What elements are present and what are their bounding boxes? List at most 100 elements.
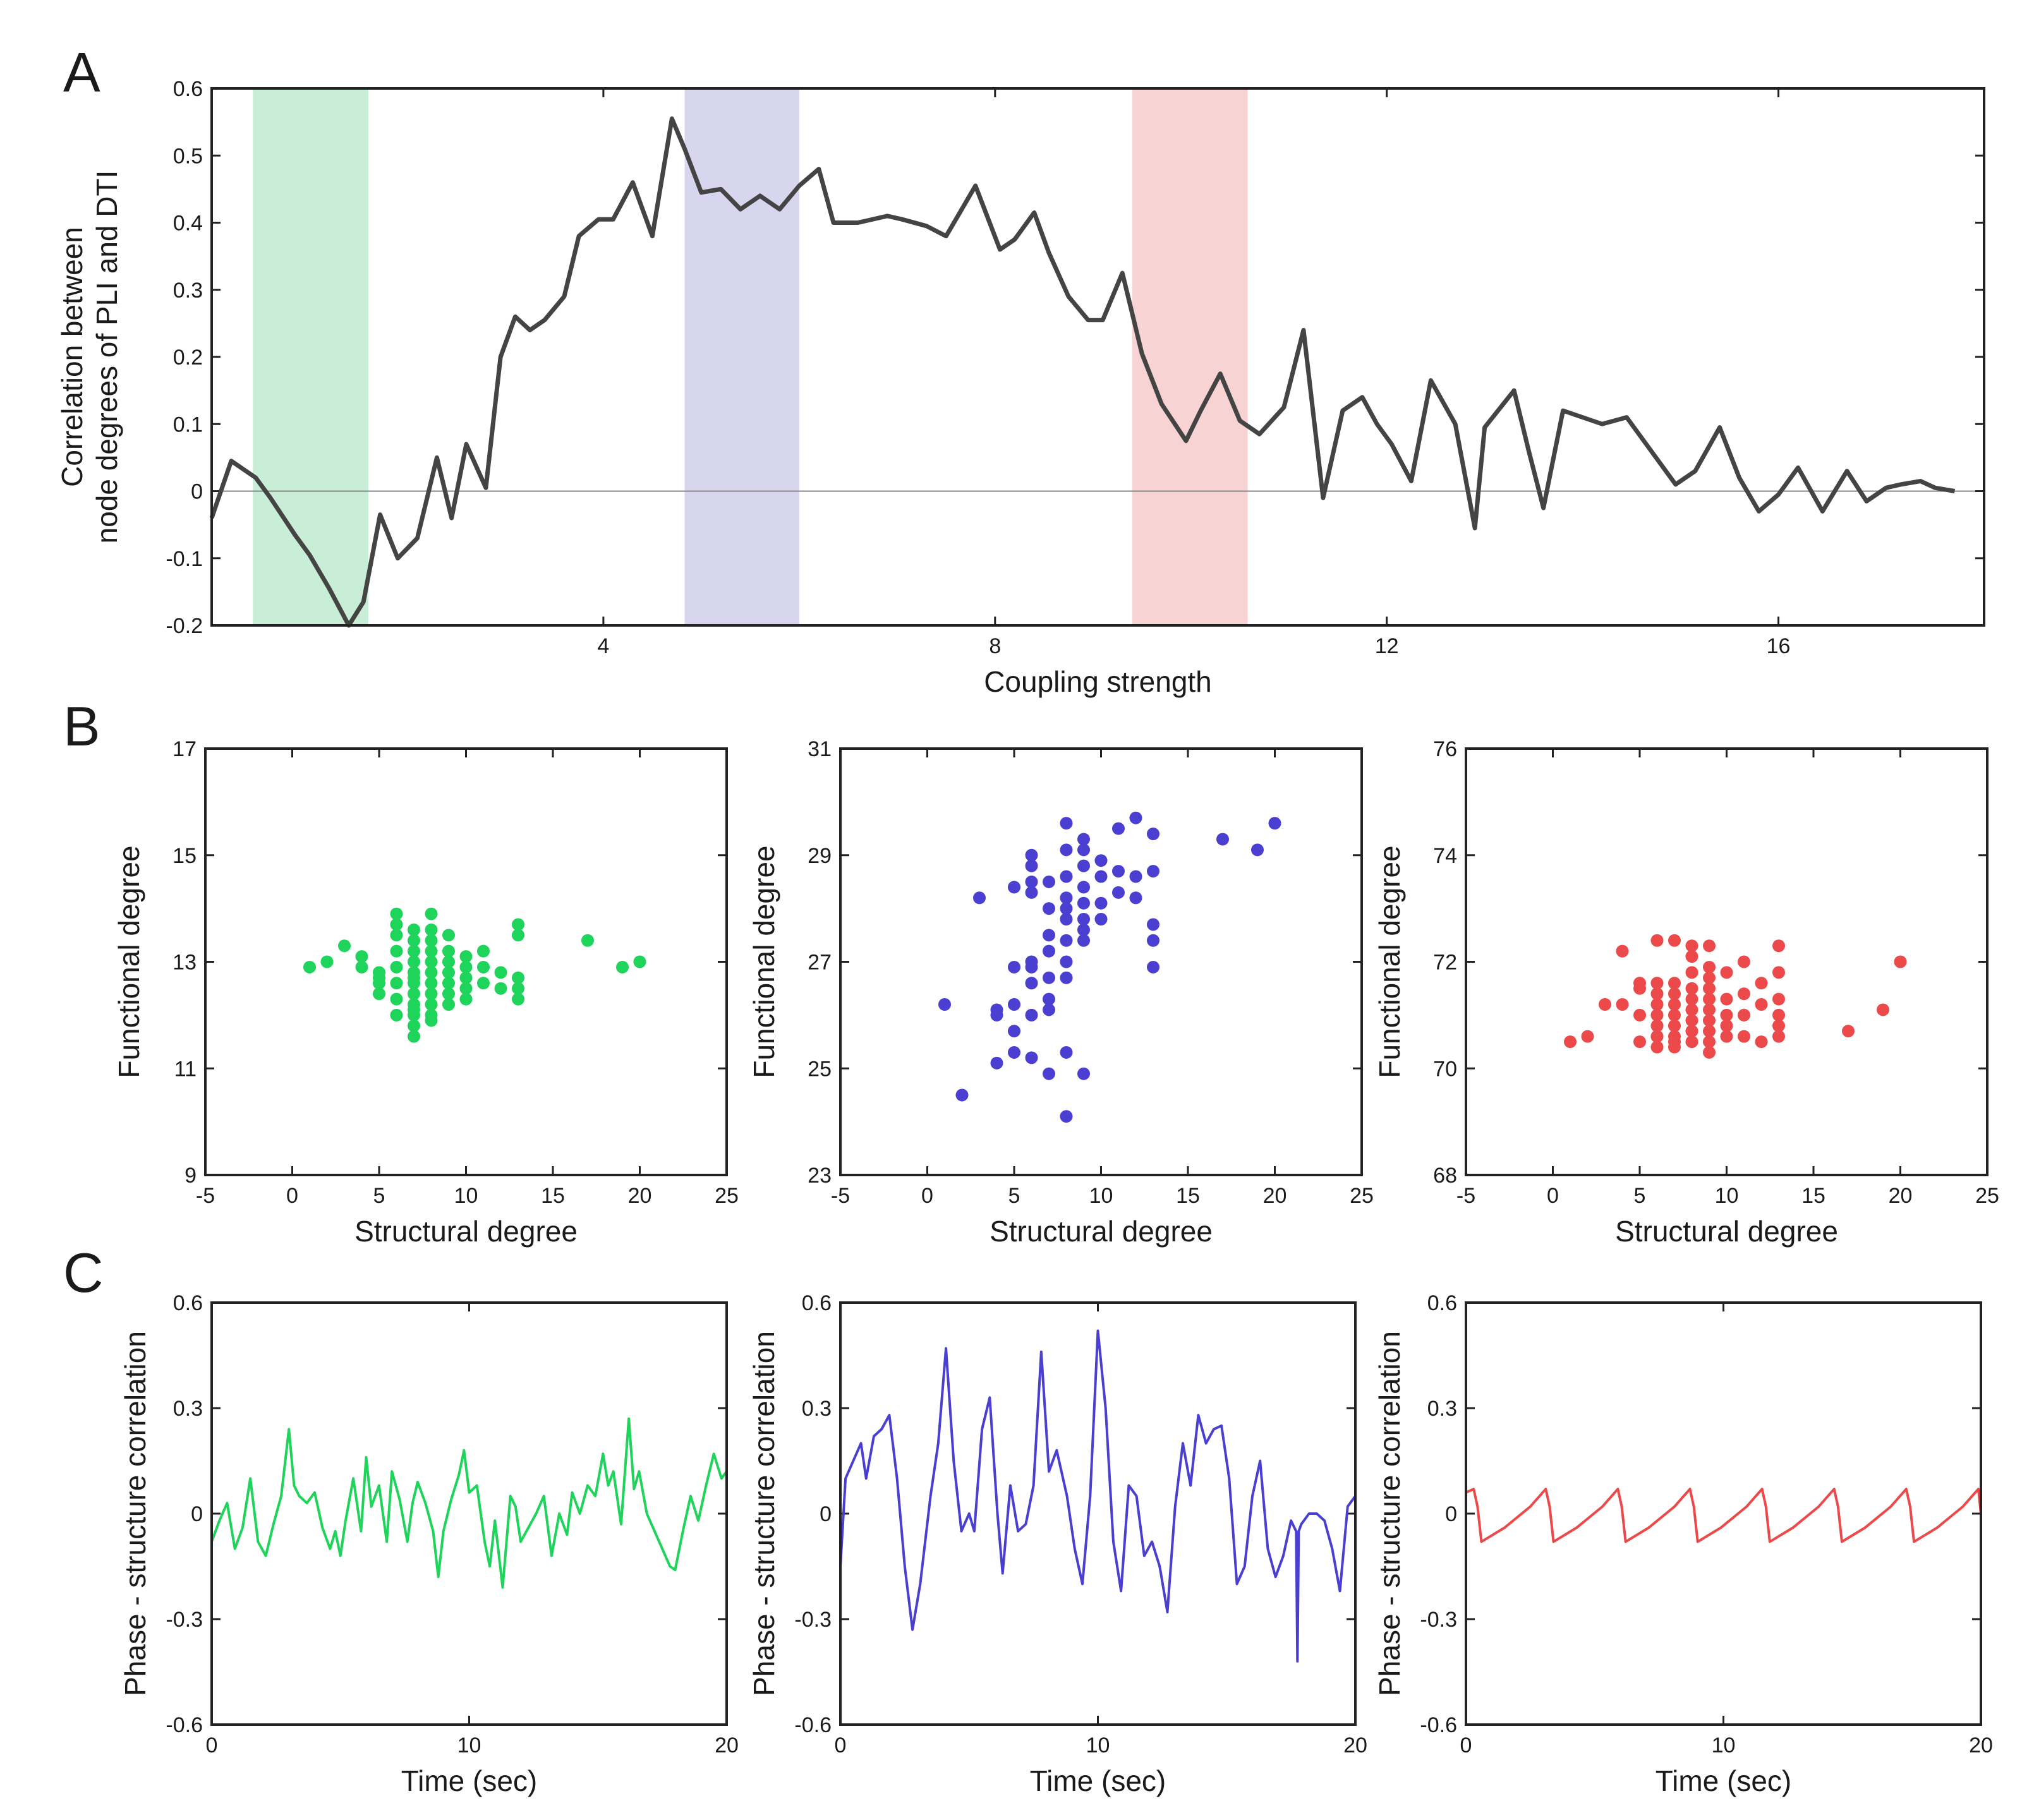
scatter-point	[442, 929, 455, 942]
scatter-point	[1581, 1030, 1594, 1043]
scatter-point	[1685, 1025, 1698, 1038]
x-tick-label: 15	[1801, 1184, 1825, 1208]
scatter-point	[1668, 987, 1681, 1001]
scatter-point	[1685, 1014, 1698, 1027]
scatter-point	[1268, 817, 1281, 830]
x-tick-label: 0	[206, 1733, 218, 1757]
x-tick-label: 4	[597, 634, 609, 658]
scatter-point	[425, 977, 438, 990]
scatter-point	[442, 966, 455, 979]
scatter-point	[1685, 992, 1698, 1006]
scatter-point	[1738, 1030, 1750, 1043]
chart-b2: -5 0 5 10 15 20 25 23 25 27 29 31 Structural degree F…	[748, 737, 1374, 1248]
x-axis-label: Time (sec)	[1030, 1764, 1166, 1797]
scatter-point	[408, 955, 420, 968]
scatter-point	[1077, 859, 1090, 872]
scatter-point	[459, 960, 473, 973]
scatter-point	[1772, 1030, 1785, 1043]
y-axis-label-line2: node degrees of PLI and DTI	[90, 171, 123, 544]
x-tick-label: -5	[196, 1184, 215, 1208]
x-tick-label: 10	[457, 1733, 481, 1757]
scatter-point	[512, 992, 524, 1006]
band-0	[253, 88, 368, 625]
scatter-point	[1650, 1030, 1664, 1043]
scatter-point	[1094, 854, 1108, 867]
plot-frame	[204, 747, 728, 1176]
scatter-point	[390, 977, 403, 990]
y-tick-label: 0.4	[173, 212, 203, 236]
x-tick-label: 5	[1634, 1184, 1646, 1208]
scatter-point	[1129, 870, 1142, 883]
scatter-point	[1650, 934, 1664, 947]
y-tick-label: -0.6	[1420, 1713, 1457, 1737]
scatter-point	[494, 982, 507, 995]
scatter-point	[1650, 1019, 1664, 1032]
scatter-point	[1025, 977, 1038, 990]
scatter-point	[425, 987, 438, 1001]
scatter-point	[1650, 1008, 1664, 1021]
scatter-point	[442, 944, 455, 958]
y-axis-label: Phase - structure correlation	[748, 1331, 780, 1696]
plot-frame	[1465, 747, 1989, 1176]
scatter-point	[459, 992, 473, 1006]
plot-frame	[839, 747, 1363, 1176]
y-axis-label: Functional degree	[748, 845, 780, 1078]
y-tick-label: 0	[191, 1502, 203, 1526]
scatter-point	[1738, 987, 1750, 1001]
scatter-point	[477, 977, 490, 990]
y-tick-label: 0.5	[173, 144, 203, 168]
scatter-point	[1060, 870, 1073, 883]
x-axis-label: Structural degree	[354, 1215, 578, 1248]
scatter-point	[1877, 1003, 1889, 1016]
scatter-point	[355, 950, 368, 963]
scatter-point	[1060, 913, 1073, 925]
x-tick-label: 20	[1343, 1733, 1367, 1757]
y-tick-label: 0.6	[173, 1291, 203, 1315]
x-tick-label: 15	[541, 1184, 565, 1208]
y-tick-label: 29	[808, 844, 832, 868]
scatter-point	[1043, 944, 1055, 958]
y-tick-label: 0.1	[173, 413, 203, 437]
scatter-point	[442, 977, 455, 990]
y-tick-label: -0.6	[794, 1713, 832, 1737]
scatter-point	[1060, 1046, 1073, 1059]
scatter-point	[1703, 1003, 1716, 1016]
scatter-point	[1650, 987, 1664, 1001]
scatter-point	[425, 998, 438, 1011]
scatter-point	[1772, 992, 1785, 1006]
x-tick-label: 0	[1460, 1733, 1472, 1757]
chart-c1: 0 10 20 -0.6 -0.3 0 0.3 0.6 Time (sec) Phase - st…	[119, 1291, 739, 1797]
scatter-point	[1043, 971, 1055, 984]
plot-frame	[210, 1301, 728, 1726]
x-tick-label: 10	[1089, 1184, 1113, 1208]
scatter-point	[1060, 934, 1073, 947]
scatter-point	[1025, 955, 1038, 968]
scatter-point	[1077, 1067, 1090, 1080]
scatter-point	[425, 934, 438, 947]
scatter-point	[442, 998, 455, 1011]
x-axis-label: Structural degree	[1615, 1215, 1838, 1248]
scatter-point	[1147, 828, 1159, 840]
scatter-point	[1147, 865, 1159, 878]
scatter-point	[1703, 1014, 1716, 1027]
x-tick-label: 25	[1975, 1184, 1999, 1208]
scatter-point	[1251, 843, 1264, 857]
y-axis-label-line1: Correlation between	[56, 227, 88, 487]
scatter-point	[1720, 992, 1733, 1006]
scatter-point	[1060, 955, 1073, 968]
scatter-point	[1112, 865, 1125, 878]
scatter-point	[512, 971, 524, 984]
scatter-point	[425, 923, 438, 936]
x-tick-label: 0	[286, 1184, 298, 1208]
scatter-point	[512, 918, 524, 931]
scatter-point	[1755, 998, 1768, 1011]
scatter-point	[973, 891, 986, 905]
y-tick-label: -0.1	[166, 547, 203, 571]
scatter-point	[1738, 1008, 1750, 1021]
x-tick-label: 8	[989, 634, 1001, 658]
scatter-point	[1703, 992, 1716, 1006]
scatter-point	[1650, 1040, 1664, 1054]
scatter-point	[373, 987, 385, 1001]
plot-frame	[839, 1301, 1357, 1726]
scatter-point	[1043, 929, 1055, 942]
